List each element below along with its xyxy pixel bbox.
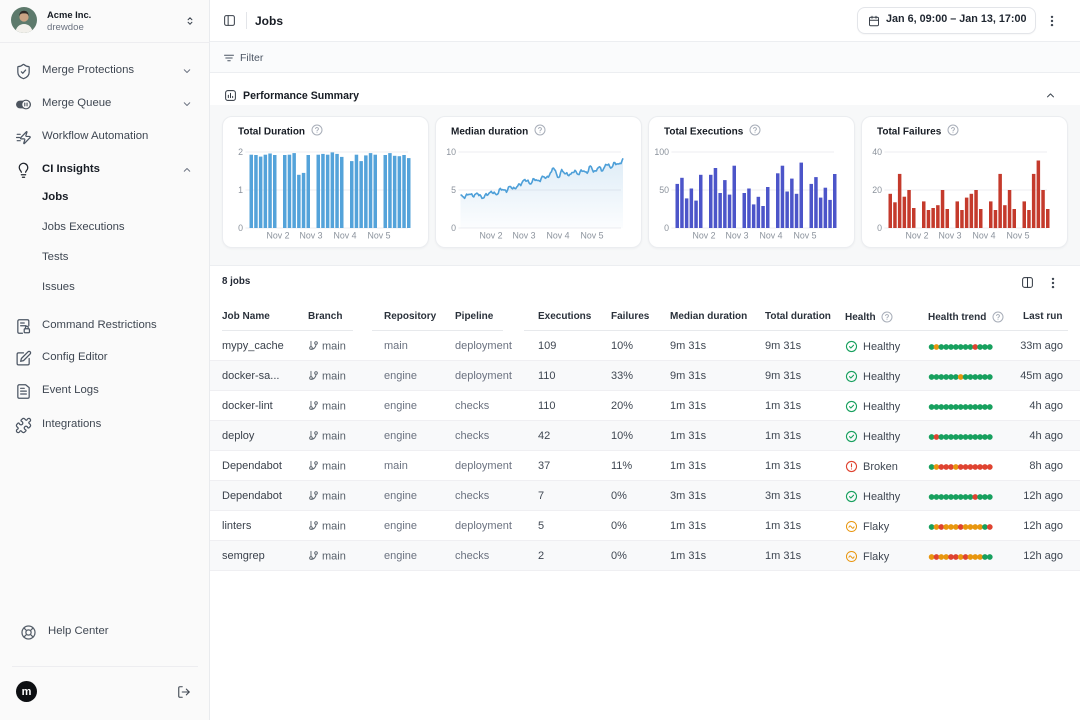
svg-text:Nov 4: Nov 4 — [547, 231, 570, 241]
svg-text:Nov 3: Nov 3 — [939, 231, 962, 241]
svg-text:Nov 3: Nov 3 — [300, 231, 323, 241]
svg-text:10: 10 — [446, 147, 456, 157]
svg-text:1: 1 — [238, 185, 243, 195]
svg-text:Nov 4: Nov 4 — [973, 231, 996, 241]
svg-text:Nov 2: Nov 2 — [906, 231, 929, 241]
svg-text:0: 0 — [238, 223, 243, 233]
svg-text:Nov 2: Nov 2 — [693, 231, 716, 241]
svg-text:Nov 2: Nov 2 — [480, 231, 503, 241]
svg-text:Nov 5: Nov 5 — [1007, 231, 1030, 241]
svg-text:Nov 5: Nov 5 — [794, 231, 817, 241]
svg-text:5: 5 — [451, 185, 456, 195]
svg-text:Nov 3: Nov 3 — [726, 231, 749, 241]
svg-text:0: 0 — [877, 223, 882, 233]
svg-text:40: 40 — [872, 147, 882, 157]
svg-text:50: 50 — [659, 185, 669, 195]
svg-text:Nov 3: Nov 3 — [513, 231, 536, 241]
svg-text:Nov 5: Nov 5 — [368, 231, 391, 241]
svg-text:Nov 4: Nov 4 — [760, 231, 783, 241]
svg-text:Nov 5: Nov 5 — [581, 231, 604, 241]
svg-text:0: 0 — [451, 223, 456, 233]
svg-text:100: 100 — [654, 147, 669, 157]
svg-text:Nov 4: Nov 4 — [334, 231, 357, 241]
svg-text:Nov 2: Nov 2 — [267, 231, 290, 241]
svg-text:20: 20 — [872, 185, 882, 195]
svg-text:0: 0 — [664, 223, 669, 233]
svg-text:2: 2 — [238, 147, 243, 157]
